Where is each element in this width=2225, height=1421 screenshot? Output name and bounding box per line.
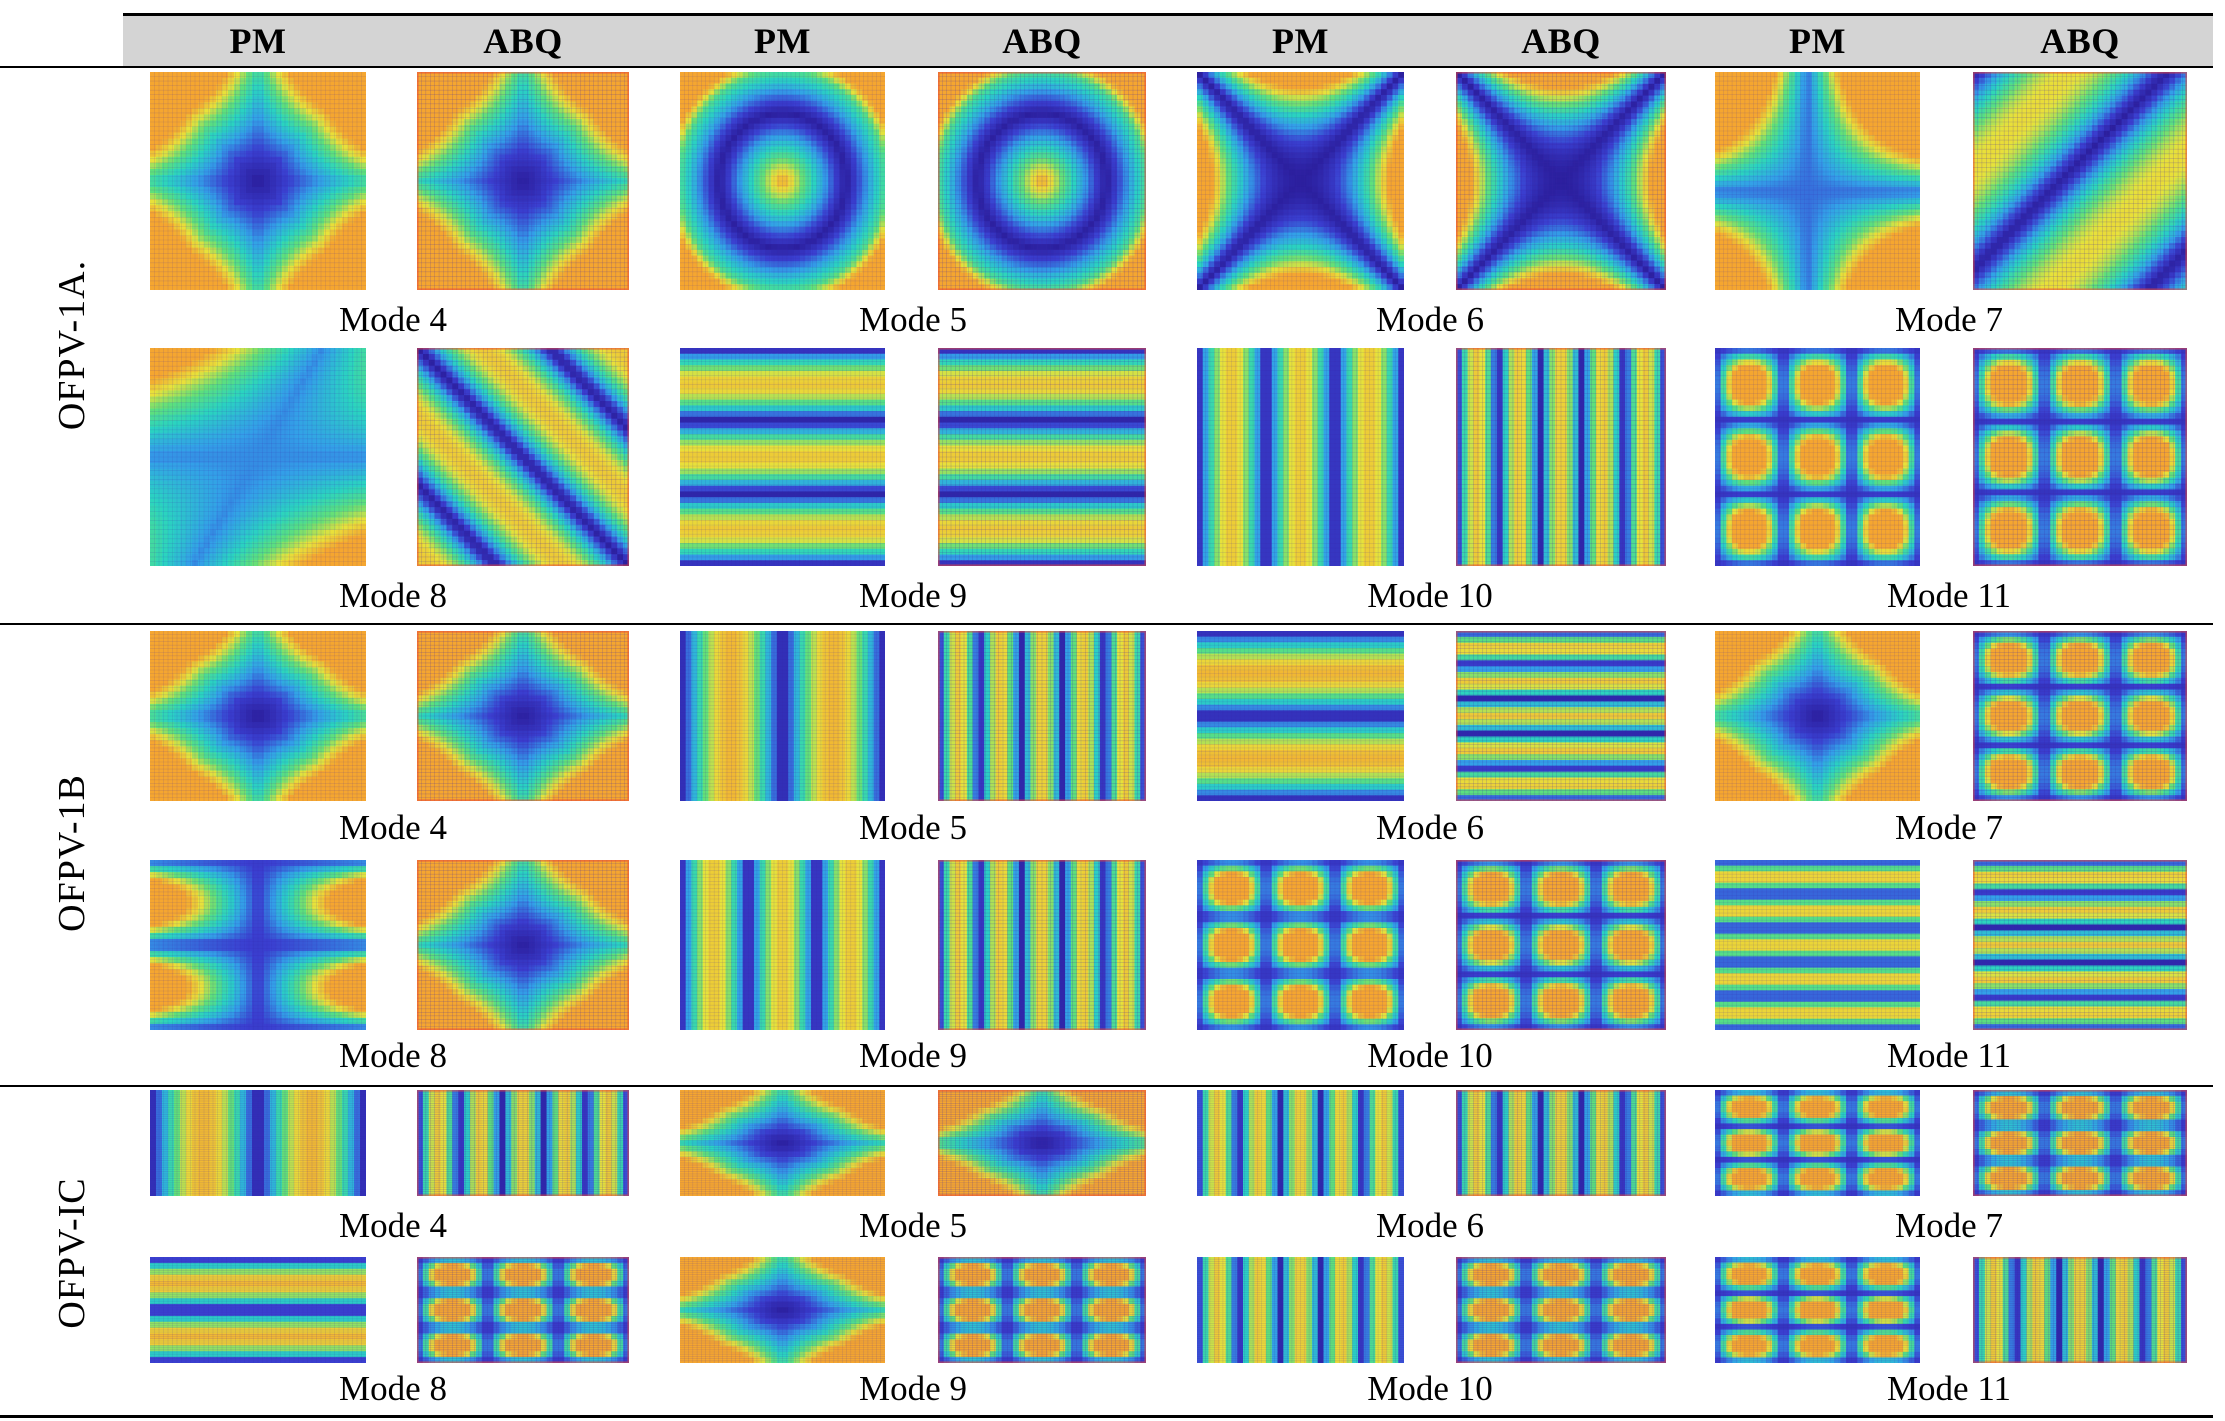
mode-shape-plot-pm <box>1197 631 1404 801</box>
mode-label: Mode 8 <box>243 1036 543 1076</box>
mode-label: Mode 9 <box>763 1369 1063 1409</box>
mode-shape-plot-pm <box>1197 72 1404 290</box>
mode-shape-plot-abq <box>417 348 629 566</box>
mode-shape-plot-pm <box>1197 348 1404 566</box>
mode-label: Mode 10 <box>1280 576 1580 616</box>
mode-shape-plot-abq <box>1456 860 1666 1030</box>
column-header-pm: PM <box>153 16 363 66</box>
mode-label: Mode 11 <box>1799 1036 2099 1076</box>
mode-shape-plot-pm <box>1715 631 1920 801</box>
mode-label: Mode 4 <box>243 300 543 340</box>
mode-shape-plot-pm <box>150 631 366 801</box>
mode-shape-plot-pm <box>1715 348 1920 566</box>
mode-label: Mode 10 <box>1280 1369 1580 1409</box>
group-divider-1 <box>0 623 2213 625</box>
mode-label: Mode 6 <box>1280 808 1580 848</box>
column-header-pm: PM <box>678 16 888 66</box>
mode-shape-plot-pm <box>1715 1090 1920 1196</box>
mode-shape-plot-pm <box>1715 860 1920 1030</box>
mode-label: Mode 9 <box>763 1036 1063 1076</box>
mode-shape-plot-abq <box>1973 348 2187 566</box>
group-label: OFPV-1A. <box>50 225 94 465</box>
mode-shape-plot-pm <box>1715 1257 1920 1363</box>
mode-shape-plot-abq <box>1456 631 1666 801</box>
mode-label: Mode 5 <box>763 300 1063 340</box>
group-label: OFPV-IC <box>50 1133 94 1373</box>
mode-shape-plot-abq <box>417 1090 629 1196</box>
mode-shape-plot-abq <box>1456 1090 1666 1196</box>
column-header-pm: PM <box>1196 16 1406 66</box>
mode-shape-plot-pm <box>680 631 885 801</box>
mode-label: Mode 5 <box>763 808 1063 848</box>
mode-shape-plot-pm <box>150 1090 366 1196</box>
mode-shape-plot-pm <box>680 860 885 1030</box>
mode-shape-plot-abq <box>417 631 629 801</box>
mode-shape-plot-abq <box>938 348 1146 566</box>
mode-label: Mode 7 <box>1799 300 2099 340</box>
mode-label: Mode 4 <box>243 808 543 848</box>
mode-shape-plot-pm <box>150 1257 366 1363</box>
mode-shape-plot-abq <box>938 631 1146 801</box>
mode-shape-plot-abq <box>938 860 1146 1030</box>
header-band <box>123 16 2213 66</box>
mode-shape-plot-abq <box>1456 72 1666 290</box>
bottom-rule <box>0 1415 2213 1418</box>
mode-shape-plot-abq <box>417 1257 629 1363</box>
group-label: OFPV-1B <box>50 733 94 973</box>
mode-label: Mode 10 <box>1280 1036 1580 1076</box>
mode-label: Mode 9 <box>763 576 1063 616</box>
mode-shape-plot-pm <box>1197 1090 1404 1196</box>
mode-shape-plot-abq <box>1973 72 2187 290</box>
mode-shape-plot-pm <box>1197 860 1404 1030</box>
mode-shape-plot-abq <box>938 1090 1146 1196</box>
mode-shape-plot-pm <box>150 860 366 1030</box>
header-bottom-rule <box>0 66 2213 68</box>
mode-shape-plot-pm <box>680 72 885 290</box>
column-header-abq: ABQ <box>1975 16 2185 66</box>
mode-shape-plot-abq <box>938 1257 1146 1363</box>
column-header-abq: ABQ <box>937 16 1147 66</box>
mode-label: Mode 11 <box>1799 1369 2099 1409</box>
group-divider-2 <box>0 1085 2213 1087</box>
mode-shape-plot-pm <box>680 348 885 566</box>
mode-label: Mode 4 <box>243 1206 543 1246</box>
column-header-pm: PM <box>1713 16 1923 66</box>
mode-shape-plot-abq <box>417 72 629 290</box>
top-rule <box>123 13 2213 16</box>
mode-label: Mode 8 <box>243 576 543 616</box>
mode-shape-plot-abq <box>938 72 1146 290</box>
mode-shape-plot-pm <box>150 348 366 566</box>
mode-shape-plot-pm <box>150 72 366 290</box>
column-header-abq: ABQ <box>1456 16 1666 66</box>
mode-shape-plot-abq <box>1973 1090 2187 1196</box>
mode-shape-plot-abq <box>1456 348 1666 566</box>
mode-label: Mode 6 <box>1280 1206 1580 1246</box>
mode-shape-plot-abq <box>1456 1257 1666 1363</box>
mode-shape-plot-pm <box>680 1090 885 1196</box>
mode-label: Mode 5 <box>763 1206 1063 1246</box>
mode-label: Mode 6 <box>1280 300 1580 340</box>
mode-label: Mode 11 <box>1799 576 2099 616</box>
mode-label: Mode 7 <box>1799 808 2099 848</box>
mode-shape-plot-abq <box>417 860 629 1030</box>
mode-shape-plot-pm <box>1197 1257 1404 1363</box>
mode-shape-plot-pm <box>680 1257 885 1363</box>
mode-shape-plot-abq <box>1973 631 2187 801</box>
mode-shape-plot-pm <box>1715 72 1920 290</box>
mode-label: Mode 7 <box>1799 1206 2099 1246</box>
mode-shape-plot-abq <box>1973 1257 2187 1363</box>
column-header-abq: ABQ <box>418 16 628 66</box>
mode-label: Mode 8 <box>243 1369 543 1409</box>
mode-shape-plot-abq <box>1973 860 2187 1030</box>
